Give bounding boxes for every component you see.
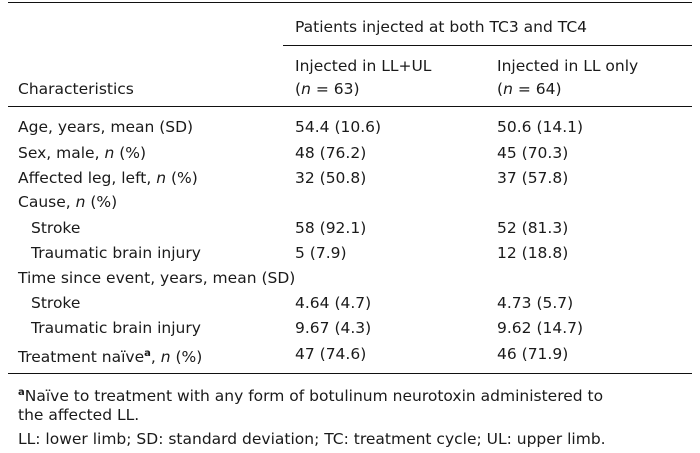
row-cause-stroke-label: Stroke [31,219,81,237]
row-naive-label: Treatment naïvea, n (%) [18,348,203,367]
row-sex-v1: 48 (76.2) [295,144,367,162]
row-naive-v1: 47 (74.6) [295,345,367,363]
col2-n-italic: n [503,80,513,98]
group-header: Patients injected at both TC3 and TC4 [295,18,588,36]
row-age-v1: 54.4 (10.6) [295,118,382,136]
table-bottom-rule [8,373,692,374]
footnote-abbreviations: LL: lower limb; SD: standard deviation; … [18,430,606,448]
row-leg-v1: 32 (50.8) [295,169,367,187]
row-naive-v2: 46 (71.9) [497,345,569,363]
characteristics-header: Characteristics [18,80,134,98]
col2-header-line1: Injected in LL only [497,57,639,75]
row-leg-label: Affected leg, left, n (%) [18,169,198,187]
col1-n-italic: n [301,80,311,98]
table-top-rule [8,2,692,3]
col1-header-n: (n = 63) [295,80,360,98]
row-cause-tbi-label: Traumatic brain injury [31,244,201,262]
row-age-label: Age, years, mean (SD) [18,118,194,136]
col2-header-n: (n = 64) [497,80,562,98]
header-bottom-rule [8,106,692,107]
col1-header-line1: Injected in LL+UL [295,57,432,75]
row-time-tbi-v1: 9.67 (4.3) [295,319,372,337]
row-cause-stroke-v1: 58 (92.1) [295,219,367,237]
row-age-v2: 50.6 (14.1) [497,118,584,136]
row-time-stroke-label: Stroke [31,294,81,312]
row-leg-v2: 37 (57.8) [497,169,569,187]
row-time-stroke-v2: 4.73 (5.7) [497,294,574,312]
row-cause-tbi-v1: 5 (7.9) [295,244,347,262]
footnote-a-line2: the affected LL. [18,406,140,424]
col1-n-rest: = 63) [310,80,360,98]
col2-n-rest: = 64) [512,80,562,98]
footnote-a-line1: aNaïve to treatment with any form of bot… [18,387,604,406]
row-cause-tbi-v2: 12 (18.8) [497,244,569,262]
row-sex-label: Sex, male, n (%) [18,144,147,162]
row-cause-stroke-v2: 52 (81.3) [497,219,569,237]
row-time-stroke-v1: 4.64 (4.7) [295,294,372,312]
row-time-tbi-v2: 9.62 (14.7) [497,319,584,337]
group-header-rule [283,45,692,46]
row-cause-label: Cause, n (%) [18,193,118,211]
row-time-tbi-label: Traumatic brain injury [31,319,201,337]
row-sex-v2: 45 (70.3) [497,144,569,162]
row-time-label: Time since event, years, mean (SD) [18,269,296,287]
